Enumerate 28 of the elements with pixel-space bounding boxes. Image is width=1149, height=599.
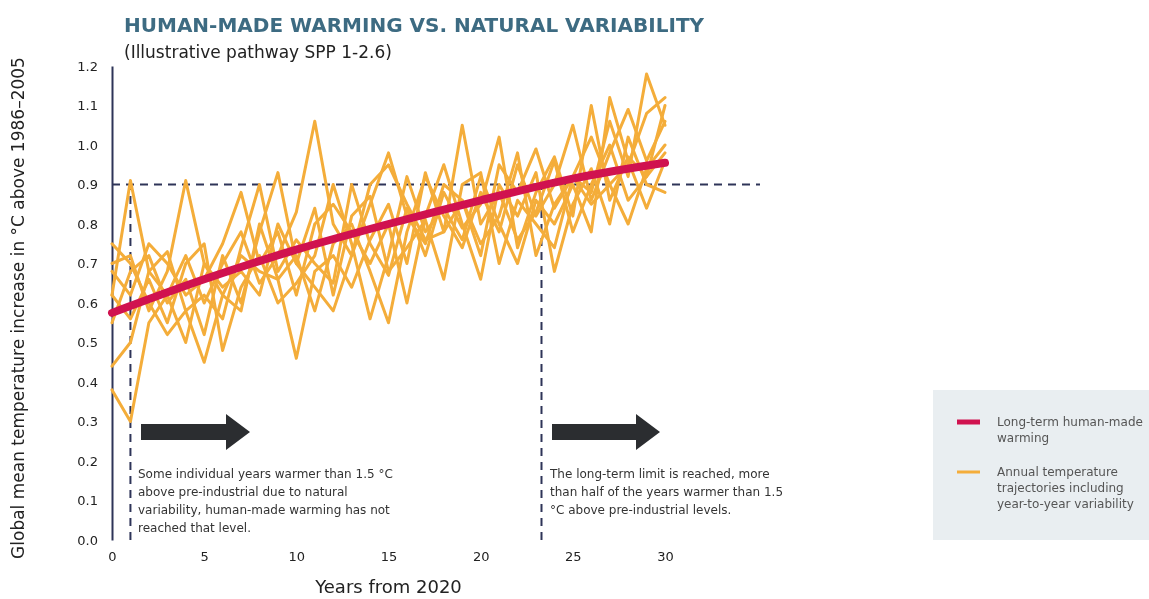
y-tick-label: 0.1 xyxy=(77,493,98,509)
y-tick-label: 0.5 xyxy=(77,335,98,351)
x-tick-label: 10 xyxy=(288,549,306,565)
legend-label: Long-term human-made warming xyxy=(997,415,1143,445)
y-tick-label: 1.1 xyxy=(77,98,98,114)
x-tick-label: 25 xyxy=(565,549,582,565)
y-tick-label: 1.0 xyxy=(77,137,98,153)
x-tick-label: 20 xyxy=(472,549,490,565)
y-axis-title: Global mean temperature increase in °C above 1986–2005 xyxy=(8,57,28,559)
x-axis-title: Years from 2020 xyxy=(314,576,462,597)
y-tick-label: 0.8 xyxy=(77,216,98,232)
x-tick-label: 15 xyxy=(380,549,398,565)
y-tick-label: 0.4 xyxy=(77,374,98,390)
y-tick-label: 0.6 xyxy=(77,295,98,311)
annotation: Some individual years warmer than 1.5 °C above pre-industrial due to natural variability, human-made warming has not reached that level. xyxy=(138,467,393,535)
y-tick-label: 0.3 xyxy=(77,414,98,430)
annotation: The long-term limit is reached, more than half of the years warmer than 1.5 °C above pre-industrial levels. xyxy=(549,467,784,517)
y-tick-label: 0.9 xyxy=(77,177,98,193)
chart-title: HUMAN-MADE WARMING VS. NATURAL VARIABILITY xyxy=(124,13,705,37)
y-tick-label: 0.7 xyxy=(77,256,98,272)
y-tick-label: 1.2 xyxy=(77,58,98,74)
chart-subtitle: (Illustrative pathway SPP 1-2.6) xyxy=(124,42,392,62)
x-tick-label: 30 xyxy=(657,549,674,565)
y-tick-label: 0.0 xyxy=(77,532,98,548)
y-tick-label: 0.2 xyxy=(77,453,98,469)
legend-label: Annual temperature trajectories including year-to-year variability xyxy=(997,465,1134,511)
x-tick-label: 5 xyxy=(200,549,209,565)
x-tick-label: 0 xyxy=(108,549,117,565)
